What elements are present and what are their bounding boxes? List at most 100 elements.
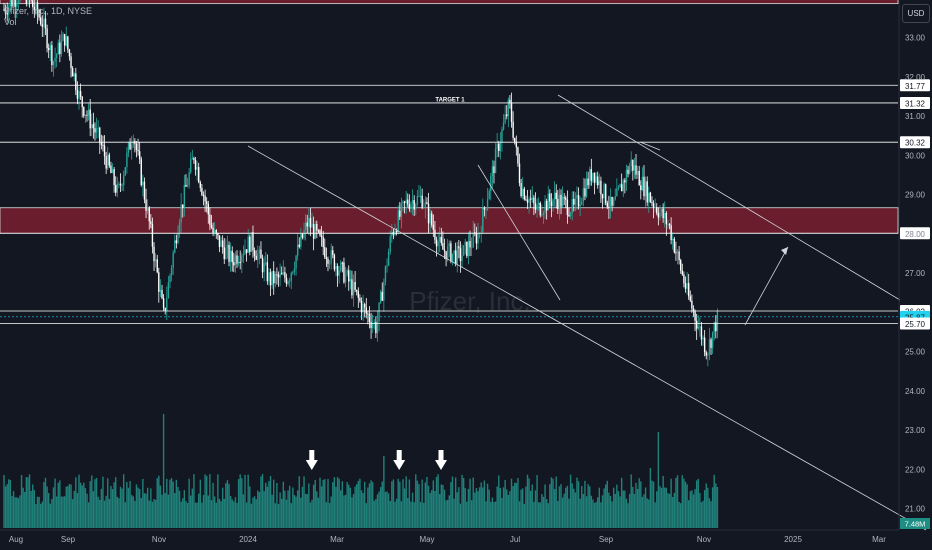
candle-body bbox=[177, 232, 179, 244]
candle-body bbox=[446, 246, 449, 260]
candle-body bbox=[715, 322, 717, 332]
resistance-zone-1 bbox=[0, 0, 899, 5]
candle-body bbox=[450, 243, 452, 262]
volume-bar bbox=[212, 482, 214, 528]
x-tick-label: Nov bbox=[697, 535, 711, 544]
y-tick-label: 23.00 bbox=[905, 426, 926, 435]
volume-bar bbox=[89, 481, 91, 528]
trendline-2[interactable] bbox=[557, 94, 901, 301]
candle-body bbox=[630, 159, 632, 167]
x-tick-label: 2024 bbox=[239, 535, 257, 544]
candle-body bbox=[440, 236, 443, 244]
volume-bar bbox=[568, 498, 570, 528]
volume-bar bbox=[265, 482, 267, 528]
candle-body bbox=[330, 250, 332, 264]
candle-body bbox=[697, 326, 699, 329]
volume-bar bbox=[399, 481, 401, 528]
volume-bar bbox=[665, 487, 668, 528]
candle-body bbox=[231, 250, 233, 263]
candle-body bbox=[151, 224, 154, 247]
candle-body bbox=[537, 202, 540, 206]
candle-body bbox=[652, 203, 655, 208]
down-arrow-marker[interactable] bbox=[435, 460, 447, 470]
volume-bar bbox=[336, 477, 339, 528]
candle-body bbox=[265, 262, 267, 264]
trendline-4[interactable] bbox=[639, 141, 661, 151]
candle-body bbox=[276, 274, 278, 276]
candle-body bbox=[400, 203, 403, 217]
candle-body bbox=[212, 227, 214, 234]
volume-bar bbox=[279, 492, 281, 528]
candle-body bbox=[312, 224, 315, 239]
candle-body bbox=[47, 48, 50, 50]
candle-body bbox=[371, 324, 374, 328]
volume-bar bbox=[40, 503, 42, 528]
volume-bar bbox=[229, 495, 232, 528]
trendline-3[interactable] bbox=[477, 164, 561, 301]
volume-bar bbox=[558, 486, 561, 528]
candle-body bbox=[292, 271, 294, 273]
candle-body bbox=[306, 222, 308, 227]
candle-body bbox=[432, 224, 435, 230]
candle-body bbox=[612, 199, 615, 206]
candle-body bbox=[43, 18, 45, 27]
candle-body bbox=[477, 233, 479, 244]
down-arrow-marker[interactable] bbox=[393, 460, 406, 470]
candle-body bbox=[597, 176, 599, 186]
volume-bar bbox=[625, 498, 628, 528]
volume-bar bbox=[284, 490, 286, 528]
volume-bar bbox=[536, 475, 538, 528]
volume-bar bbox=[198, 493, 200, 528]
volume-bar bbox=[522, 488, 524, 528]
volume-bar bbox=[668, 493, 671, 528]
candle-body bbox=[407, 199, 409, 205]
symbol-title: Pfizer, Inc., 1D, NYSE bbox=[4, 6, 93, 16]
volume-bar bbox=[643, 494, 645, 528]
candle-body bbox=[121, 185, 123, 187]
down-arrow-marker[interactable] bbox=[305, 460, 318, 470]
candle-body bbox=[515, 142, 518, 148]
volume-bar bbox=[87, 502, 90, 528]
volume-bar bbox=[137, 487, 139, 528]
candle-body bbox=[59, 42, 61, 54]
candle-body bbox=[608, 206, 610, 208]
candle-body bbox=[638, 171, 640, 186]
volume-bar bbox=[359, 478, 361, 528]
candle-body bbox=[675, 252, 677, 254]
volume-bar bbox=[154, 499, 157, 528]
price-level-badge bbox=[900, 96, 930, 109]
candle-body bbox=[344, 274, 347, 283]
candle-body bbox=[451, 253, 454, 262]
volume-bar bbox=[263, 491, 265, 528]
projection-arrow[interactable] bbox=[744, 246, 789, 326]
candle-body bbox=[611, 196, 613, 206]
x-tick-label: Nov bbox=[152, 535, 166, 544]
candle-body bbox=[601, 194, 604, 199]
candle-body bbox=[386, 265, 388, 267]
candle-body bbox=[641, 176, 644, 191]
candle-body bbox=[633, 165, 636, 171]
volume-bar bbox=[241, 478, 243, 528]
volume-bar bbox=[6, 484, 8, 528]
candle-body bbox=[41, 24, 44, 27]
volume-bar bbox=[108, 498, 111, 528]
volume-bar bbox=[196, 502, 198, 528]
currency-button[interactable]: USD bbox=[902, 4, 930, 23]
candle-body bbox=[221, 240, 224, 248]
trendline-1[interactable] bbox=[247, 145, 927, 531]
candle-body bbox=[418, 195, 420, 197]
candle-body bbox=[338, 270, 340, 276]
candle-body bbox=[290, 272, 292, 281]
volume-bar bbox=[700, 502, 703, 528]
candle-body bbox=[311, 224, 313, 228]
candle-body bbox=[316, 223, 318, 231]
candle-body bbox=[461, 255, 463, 262]
candle-body bbox=[288, 280, 291, 282]
volume-bar bbox=[118, 498, 120, 528]
candle-body bbox=[403, 201, 406, 203]
candle-body bbox=[657, 213, 660, 218]
candle-body bbox=[258, 249, 261, 254]
candle-body bbox=[193, 158, 195, 161]
candle-body bbox=[448, 243, 450, 247]
